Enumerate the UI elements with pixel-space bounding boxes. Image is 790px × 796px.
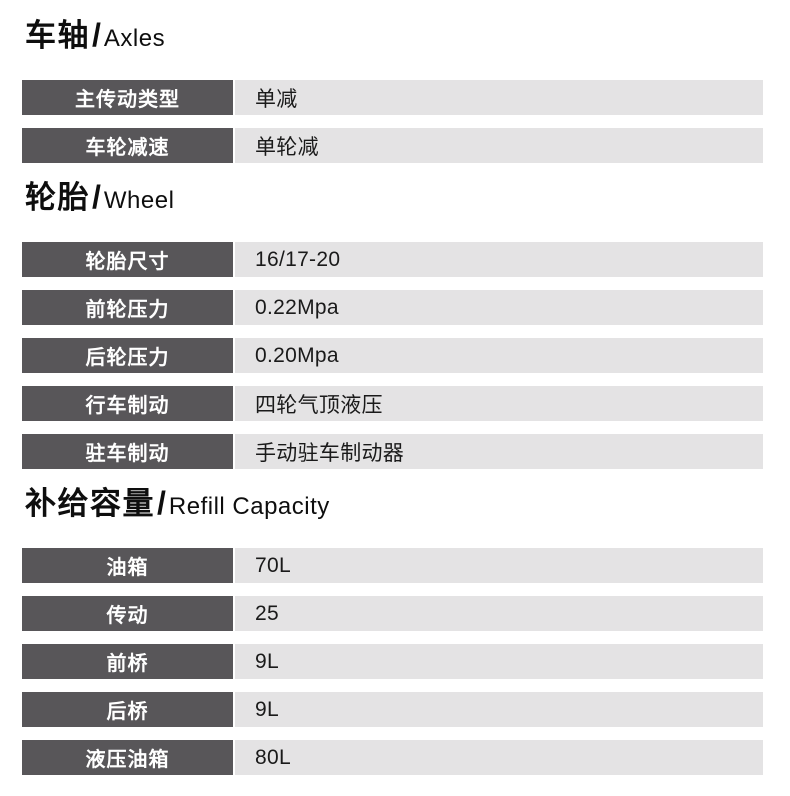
spec-value-cell: 25 xyxy=(235,596,763,631)
section-title: 补给容量 / Refill Capacity xyxy=(25,482,763,528)
spec-value-cell: 单减 xyxy=(235,80,763,115)
spec-label-cell: 主传动类型 xyxy=(22,80,233,115)
spec-value-cell: 0.20Mpa xyxy=(235,338,763,373)
spec-label-cell: 行车制动 xyxy=(22,386,233,421)
section-title-zh: 轮胎 xyxy=(25,180,90,215)
spec-row: 车轮减速 单轮减 xyxy=(22,128,763,163)
section-rows: 油箱 70L 传动 25 前桥 9L 后桥 9L 液压油箱 xyxy=(22,548,763,775)
section-title-zh: 车轴 xyxy=(25,18,90,53)
section-title-slash: / xyxy=(92,17,101,53)
spec-label: 油箱 xyxy=(106,557,149,579)
section-title-slash: / xyxy=(92,179,101,215)
spec-value: 80L xyxy=(255,745,291,769)
spec-label-cell: 液压油箱 xyxy=(22,740,233,775)
spec-row: 油箱 70L xyxy=(22,548,763,583)
spec-label: 主传动类型 xyxy=(75,89,180,111)
spec-label-cell: 油箱 xyxy=(22,548,233,583)
spec-value-cell: 手动驻车制动器 xyxy=(235,434,763,469)
spec-label: 驻车制动 xyxy=(85,443,170,465)
spec-value-cell: 9L xyxy=(235,644,763,679)
section-title-en: Wheel xyxy=(103,187,175,214)
spec-value: 单轮减 xyxy=(255,135,319,159)
spec-row: 驻车制动 手动驻车制动器 xyxy=(22,434,763,469)
spec-row: 后桥 9L xyxy=(22,692,763,727)
spec-row: 后轮压力 0.20Mpa xyxy=(22,338,763,373)
spec-value: 9L xyxy=(255,697,279,721)
spec-row: 前轮压力 0.22Mpa xyxy=(22,290,763,325)
spec-label: 前桥 xyxy=(106,653,149,675)
spec-label-cell: 车轮减速 xyxy=(22,128,233,163)
spec-value: 9L xyxy=(255,649,279,673)
spec-value-cell: 单轮减 xyxy=(235,128,763,163)
section-rows: 轮胎尺寸 16/17-20 前轮压力 0.22Mpa 后轮压力 0.20Mpa … xyxy=(22,242,763,469)
spec-label: 车轮减速 xyxy=(85,137,170,159)
spec-value: 0.22Mpa xyxy=(255,295,339,319)
spec-label: 液压油箱 xyxy=(85,749,170,771)
spec-value: 单减 xyxy=(255,87,298,111)
spec-value: 四轮气顶液压 xyxy=(255,393,383,417)
spec-row: 轮胎尺寸 16/17-20 xyxy=(22,242,763,277)
spec-label-cell: 传动 xyxy=(22,596,233,631)
spec-value-cell: 80L xyxy=(235,740,763,775)
spec-value-cell: 16/17-20 xyxy=(235,242,763,277)
spec-value: 手动驻车制动器 xyxy=(255,441,405,465)
section-rows: 主传动类型 单减 车轮减速 单轮减 xyxy=(22,80,763,163)
section-title-en: Axles xyxy=(103,25,166,52)
spec-row: 传动 25 xyxy=(22,596,763,631)
spec-row: 液压油箱 80L xyxy=(22,740,763,775)
spec-label-cell: 前桥 xyxy=(22,644,233,679)
spec-row: 主传动类型 单减 xyxy=(22,80,763,115)
section-title-zh: 补给容量 xyxy=(25,486,155,521)
section-title: 轮胎 / Wheel xyxy=(25,176,763,222)
spec-section: 轮胎 / Wheel 轮胎尺寸 16/17-20 前轮压力 0.22Mpa 后轮… xyxy=(22,176,763,469)
spec-section: 车轴 / Axles 主传动类型 单减 车轮减速 单轮减 xyxy=(22,14,763,163)
spec-value-cell: 9L xyxy=(235,692,763,727)
spec-label: 前轮压力 xyxy=(85,299,170,321)
spec-value-cell: 四轮气顶液压 xyxy=(235,386,763,421)
spec-label: 轮胎尺寸 xyxy=(85,251,170,273)
spec-label: 后桥 xyxy=(106,701,149,723)
spec-sheet: 车轴 / Axles 主传动类型 单减 车轮减速 单轮减 轮胎 / Wheel … xyxy=(22,14,763,775)
spec-row: 前桥 9L xyxy=(22,644,763,679)
spec-label-cell: 后轮压力 xyxy=(22,338,233,373)
spec-label-cell: 前轮压力 xyxy=(22,290,233,325)
spec-label-cell: 后桥 xyxy=(22,692,233,727)
spec-value: 70L xyxy=(255,553,291,577)
section-title-en: Refill Capacity xyxy=(168,493,330,520)
spec-label: 后轮压力 xyxy=(85,347,170,369)
spec-value: 16/17-20 xyxy=(255,247,341,271)
spec-value: 25 xyxy=(255,601,279,625)
spec-label: 传动 xyxy=(106,605,149,627)
spec-section: 补给容量 / Refill Capacity 油箱 70L 传动 25 前桥 9… xyxy=(22,482,763,775)
spec-value: 0.20Mpa xyxy=(255,343,339,367)
spec-label-cell: 驻车制动 xyxy=(22,434,233,469)
spec-row: 行车制动 四轮气顶液压 xyxy=(22,386,763,421)
section-title-slash: / xyxy=(157,485,166,521)
spec-value-cell: 0.22Mpa xyxy=(235,290,763,325)
spec-label: 行车制动 xyxy=(85,395,170,417)
spec-label-cell: 轮胎尺寸 xyxy=(22,242,233,277)
section-title: 车轴 / Axles xyxy=(25,14,763,60)
spec-value-cell: 70L xyxy=(235,548,763,583)
